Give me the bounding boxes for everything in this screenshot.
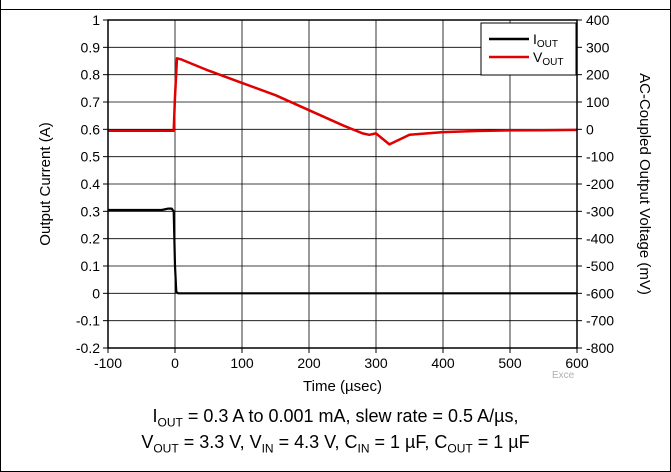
left-axis-label: Output Current (A) <box>37 122 54 245</box>
caption-text: = 1 µF, C <box>369 432 448 452</box>
x-axis-ticks: -100 0 100 200 300 400 500 600 <box>94 348 589 371</box>
caption-text: I <box>152 406 158 426</box>
legend-label: VOUT <box>533 49 563 68</box>
right-tick-label: -100 <box>586 149 614 165</box>
caption-subscript: IN <box>357 441 370 456</box>
right-tick-label: -800 <box>586 340 614 356</box>
legend-box <box>480 22 577 76</box>
caption-text: = 3.3 V, V <box>178 432 262 452</box>
right-tick-label: -500 <box>586 258 614 274</box>
watermark-text: Exce <box>552 370 575 381</box>
series-group <box>108 57 578 295</box>
legend-label: IOUT <box>533 31 558 50</box>
left-tick-label: 0.5 <box>81 149 101 165</box>
x-tick-label: 0 <box>171 355 179 371</box>
x-axis-label: Time (µsec) <box>303 378 382 395</box>
right-tick-label: -600 <box>586 285 614 301</box>
left-tick-label: 0.3 <box>81 203 101 219</box>
left-tick-label: 0.9 <box>81 39 101 55</box>
right-tick-label: -400 <box>586 231 614 247</box>
chart-svg: 1 0.9 0.8 0.7 0.6 0.5 0.4 0.3 0.2 0.1 0 -0.1 -0.2 40… <box>37 12 653 395</box>
caption-text: = 1 µF <box>472 432 530 452</box>
left-tick-label: 0.4 <box>81 176 101 192</box>
series-line-iout <box>108 207 577 295</box>
right-tick-label: -200 <box>586 176 614 192</box>
left-tick-label: 0.8 <box>81 67 101 83</box>
right-axis-ticks: 400 300 200 100 0 -100 -200 -300 -400 -500 -600 -70… <box>577 12 614 356</box>
caption-line-1: IOUT = 0.3 A to 0.001 mA, slew rate = 0.… <box>0 406 671 430</box>
caption-subscript: IN <box>261 441 274 456</box>
left-tick-label: 0.7 <box>81 94 101 110</box>
right-tick-label: 100 <box>586 94 610 110</box>
caption-subscript: OUT <box>157 415 183 430</box>
x-tick-label: 200 <box>297 355 321 371</box>
top-border <box>0 0 671 10</box>
left-tick-label: 1 <box>92 12 100 28</box>
x-tick-label: 300 <box>364 355 388 371</box>
right-tick-label: -700 <box>586 313 614 329</box>
x-tick-label: 500 <box>498 355 522 371</box>
caption-subscript: OUT <box>153 441 179 456</box>
left-tick-label: -0.1 <box>76 313 100 329</box>
caption-text: = 0.3 A to 0.001 mA, slew rate = 0.5 A/µ… <box>182 406 519 426</box>
series-line-vout <box>108 57 578 146</box>
caption-subscript: OUT <box>447 441 473 456</box>
right-axis-label: AC-Coupled Output Voltage (mV) <box>636 73 653 295</box>
left-tick-label: 0.6 <box>81 121 101 137</box>
left-tick-label: -0.2 <box>76 340 100 356</box>
left-axis-ticks: 1 0.9 0.8 0.7 0.6 0.5 0.4 0.3 0.2 0.1 0 -0.1 -0.2 <box>76 12 108 356</box>
left-tick-label: 0.2 <box>81 231 101 247</box>
caption-line-2: VOUT = 3.3 V, VIN = 4.3 V, CIN = 1 µF, C… <box>0 432 671 456</box>
x-tick-label: 600 <box>565 355 589 371</box>
x-tick-label: 400 <box>431 355 455 371</box>
caption-text: V <box>141 432 154 452</box>
right-tick-label: 400 <box>586 12 610 28</box>
x-tick-label: -100 <box>94 355 122 371</box>
right-tick-label: 0 <box>586 121 594 137</box>
left-tick-label: 0.1 <box>81 258 101 274</box>
caption-text: = 4.3 V, C <box>273 432 358 452</box>
right-tick-label: 200 <box>586 67 610 83</box>
right-tick-label: 300 <box>586 39 610 55</box>
right-tick-label: -300 <box>586 203 614 219</box>
left-tick-label: 0 <box>92 285 100 301</box>
x-tick-label: 100 <box>230 355 254 371</box>
